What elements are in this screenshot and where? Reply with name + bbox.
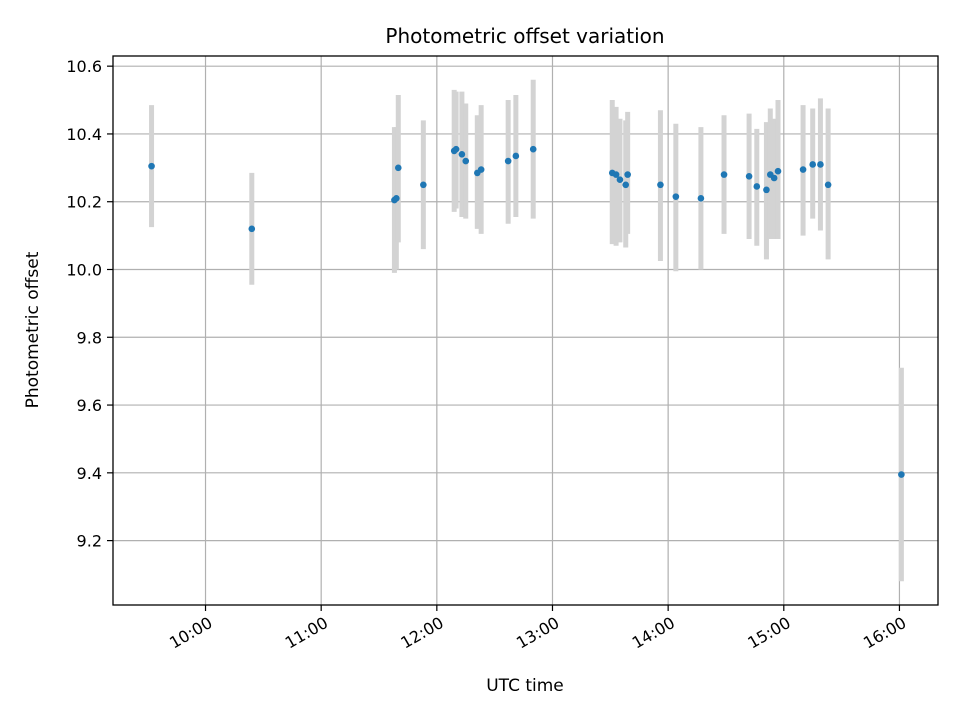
y-tick-label: 10.6	[66, 57, 102, 76]
x-tick-label: 11:00	[282, 613, 331, 653]
data-point	[477, 166, 485, 173]
data-point	[745, 173, 753, 180]
data-point	[622, 181, 630, 189]
data-point	[616, 176, 624, 183]
data-points	[148, 145, 905, 478]
data-point	[394, 164, 402, 172]
data-point	[529, 145, 537, 153]
data-point	[512, 152, 520, 160]
data-point	[753, 183, 761, 190]
y-tick-label: 9.4	[77, 464, 102, 483]
data-point	[624, 171, 631, 178]
data-point	[672, 193, 680, 200]
y-tick-label: 9.6	[77, 396, 102, 415]
x-tick-label: 10:00	[166, 613, 215, 653]
data-point	[248, 225, 256, 233]
data-point	[148, 162, 155, 170]
chart-title: Photometric offset variation	[385, 24, 664, 48]
data-point	[458, 150, 466, 158]
data-point	[774, 167, 782, 175]
data-point	[697, 195, 705, 202]
x-tick-label: 16:00	[860, 613, 909, 653]
data-point	[817, 161, 824, 168]
x-tick-label: 14:00	[629, 613, 678, 653]
x-axis-label: UTC time	[486, 676, 564, 696]
data-point	[898, 471, 905, 478]
data-point	[770, 174, 778, 182]
y-tick-label: 10.0	[66, 261, 102, 280]
data-point	[824, 181, 832, 189]
error-bars	[149, 79, 904, 582]
data-point	[657, 181, 664, 189]
data-point	[720, 171, 728, 178]
y-tick-label: 10.2	[66, 193, 102, 212]
data-point	[504, 157, 512, 165]
y-axis-label: Photometric offset	[23, 251, 43, 408]
data-point	[420, 181, 427, 189]
x-tick-label: 15:00	[744, 613, 793, 653]
data-point	[763, 186, 770, 194]
y-tick-label: 10.4	[66, 125, 102, 144]
x-tick-label: 13:00	[513, 613, 562, 653]
x-axis-ticks: 10:00 11:00 12:00 13:00 14:00 15:00 16:00	[166, 605, 909, 653]
plot-frame	[112, 55, 939, 606]
data-point	[612, 171, 620, 178]
y-axis-ticks: 9.2 9.4 9.6 9.8 10.0 10.2 10.4 10.6	[66, 57, 113, 551]
data-point	[809, 161, 817, 168]
y-tick-label: 9.2	[77, 532, 102, 551]
data-point	[799, 166, 807, 173]
x-tick-label: 12:00	[397, 613, 446, 653]
data-point	[452, 145, 460, 153]
data-point	[393, 195, 400, 202]
data-point	[462, 157, 470, 165]
y-tick-label: 9.8	[77, 328, 102, 347]
